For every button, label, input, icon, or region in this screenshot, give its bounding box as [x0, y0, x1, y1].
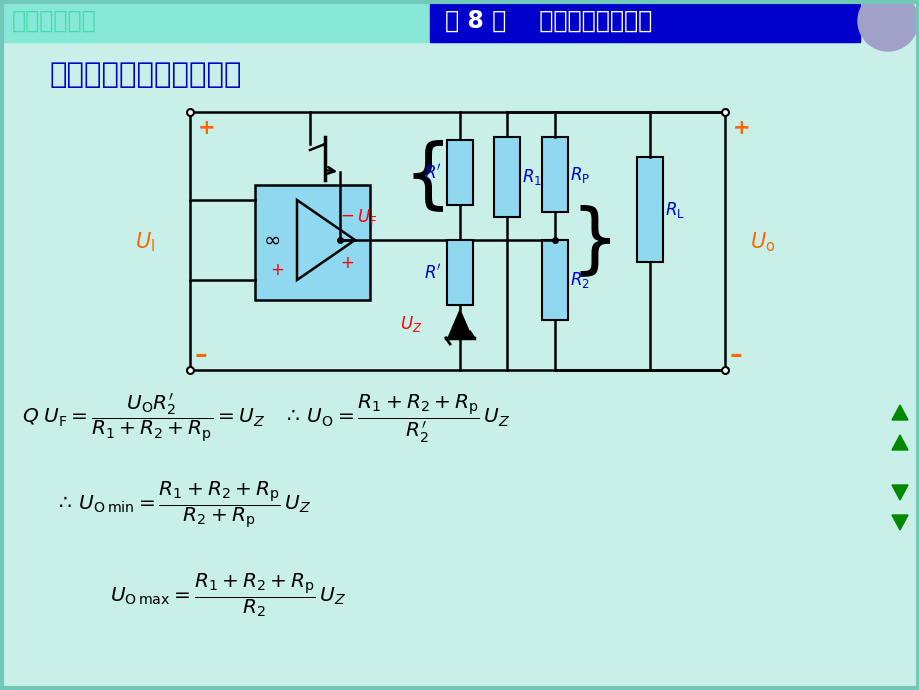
Text: –: –	[195, 343, 208, 367]
Text: $U_{\rm F}$: $U_{\rm F}$	[357, 207, 377, 227]
Text: $Q\;U_{\rm F} = \dfrac{U_{\rm O}R_2^{\prime}}{R_1+R_2+R_{\rm p}} = U_Z$$\quad \t: $Q\;U_{\rm F} = \dfrac{U_{\rm O}R_2^{\pr…	[22, 391, 510, 445]
Polygon shape	[891, 435, 907, 450]
Text: $R_{\rm L}$: $R_{\rm L}$	[664, 199, 684, 219]
Bar	[636, 157, 663, 262]
Text: 模拟电子技术: 模拟电子技术	[12, 9, 96, 33]
Text: $\therefore\,U_{\rm O\,min} = \dfrac{R_1+R_2+R_{\rm p}}{R_2+R_{\rm p}}\,U_Z$: $\therefore\,U_{\rm O\,min} = \dfrac{R_1…	[55, 480, 311, 531]
Bar	[541, 240, 567, 320]
Text: 二、输出电压的调节范围: 二、输出电压的调节范围	[50, 61, 243, 89]
Text: $R_1$: $R_1$	[521, 167, 541, 187]
Text: $R_{\rm P}$: $R_{\rm P}$	[570, 164, 589, 184]
Text: $R'$: $R'$	[424, 263, 441, 282]
Text: $+$: $+$	[340, 254, 354, 272]
Text: –: –	[729, 343, 742, 367]
Polygon shape	[891, 405, 907, 420]
Polygon shape	[448, 310, 471, 338]
Text: {: {	[403, 139, 452, 213]
Bar	[447, 140, 472, 205]
Bar	[447, 240, 472, 305]
Polygon shape	[891, 485, 907, 500]
Polygon shape	[891, 515, 907, 530]
Bar	[429, 0, 859, 42]
Text: $+$: $+$	[269, 261, 284, 279]
Bar	[0, 0, 854, 42]
Text: $U_{\rm I}$: $U_{\rm I}$	[135, 230, 155, 254]
Text: }: }	[570, 204, 618, 278]
Text: $-$: $-$	[340, 206, 354, 224]
Text: +: +	[732, 118, 750, 138]
Bar	[541, 137, 567, 212]
Text: $\infty$: $\infty$	[263, 230, 280, 250]
Text: $R_2$: $R_2$	[570, 270, 589, 290]
Text: $U_{\rm O\,max} = \dfrac{R_1+R_2+R_{\rm p}}{R_2}\,U_Z$: $U_{\rm O\,max} = \dfrac{R_1+R_2+R_{\rm …	[110, 571, 346, 619]
Text: 第 8 章    集成直流稳压电源: 第 8 章 集成直流稳压电源	[445, 9, 652, 33]
Text: +: +	[198, 118, 215, 138]
Text: $U_Z$: $U_Z$	[399, 314, 422, 334]
Circle shape	[857, 0, 917, 51]
Bar	[494, 137, 519, 217]
Text: $U_{\rm o}$: $U_{\rm o}$	[750, 230, 775, 254]
Bar	[255, 185, 369, 300]
Text: $R'$: $R'$	[424, 163, 441, 182]
